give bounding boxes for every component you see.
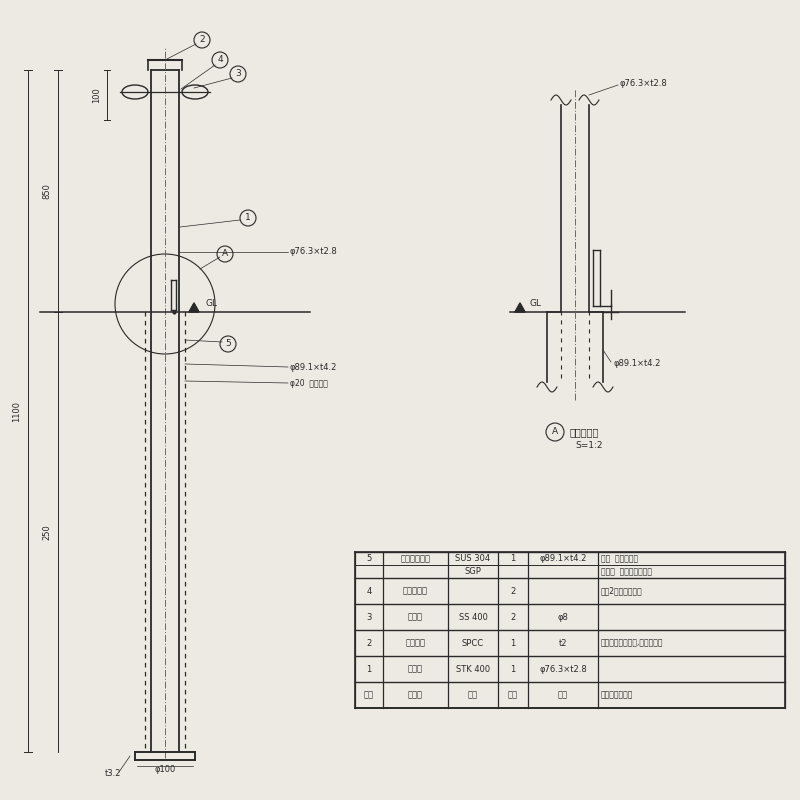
Text: 1: 1 <box>510 638 516 647</box>
Text: φ76.3×t2.8: φ76.3×t2.8 <box>290 247 338 257</box>
Text: SPCC: SPCC <box>462 638 484 647</box>
Polygon shape <box>189 303 199 312</box>
Text: φ100: φ100 <box>154 766 176 774</box>
Text: 備　　考: 備 考 <box>601 690 634 699</box>
Text: フタ  ステンレス: フタ ステンレス <box>601 554 638 563</box>
Text: 4: 4 <box>366 586 372 595</box>
Text: A: A <box>222 250 228 258</box>
Text: 住名シール: 住名シール <box>403 586 428 595</box>
Text: φ89.1×t4.2: φ89.1×t4.2 <box>539 554 586 563</box>
Text: SS 400: SS 400 <box>458 613 487 622</box>
Text: S=1:2: S=1:2 <box>575 441 602 450</box>
Text: 2: 2 <box>510 586 516 595</box>
Text: 1: 1 <box>510 554 516 563</box>
Text: 電気亜邉チック後,焼付け塗装: 電気亜邉チック後,焼付け塗装 <box>601 638 663 647</box>
Text: 850: 850 <box>42 183 51 199</box>
Text: GL: GL <box>205 298 217 307</box>
Text: 材質: 材質 <box>468 690 478 699</box>
Text: フタ付き筒管: フタ付き筒管 <box>401 554 430 563</box>
Text: 3: 3 <box>366 613 372 622</box>
Text: 表裏2箇所貼り付け: 表裏2箇所貼り付け <box>601 586 642 595</box>
Text: 2: 2 <box>199 35 205 45</box>
Text: 支　柱: 支 柱 <box>408 665 423 674</box>
Text: 1: 1 <box>366 665 372 674</box>
Text: 100: 100 <box>93 87 102 103</box>
Text: 3: 3 <box>235 70 241 78</box>
Text: 1100: 1100 <box>13 401 22 422</box>
Text: φ20  木栖８本: φ20 木栖８本 <box>290 379 328 389</box>
Text: 5: 5 <box>225 339 231 349</box>
Text: 5: 5 <box>366 554 372 563</box>
Text: GL: GL <box>529 298 541 307</box>
Text: 2: 2 <box>510 613 516 622</box>
Text: φ8: φ8 <box>558 613 569 622</box>
Text: SGP: SGP <box>465 567 482 576</box>
Text: 1: 1 <box>510 665 516 674</box>
Text: t3.2: t3.2 <box>105 770 122 778</box>
Text: 250: 250 <box>42 524 51 540</box>
Text: φ76.3×t2.8: φ76.3×t2.8 <box>620 78 668 87</box>
Text: キャップ: キャップ <box>406 638 426 647</box>
Text: 部　詳細図: 部 詳細図 <box>570 427 599 437</box>
Text: ケース  石製亜邉メッキ: ケース 石製亜邉メッキ <box>601 567 652 576</box>
Text: STK 400: STK 400 <box>456 665 490 674</box>
Text: A: A <box>552 427 558 437</box>
Text: φ89.1×t4.2: φ89.1×t4.2 <box>290 363 338 373</box>
Text: 2: 2 <box>366 638 372 647</box>
Text: 品　名: 品 名 <box>408 690 423 699</box>
Text: SUS 304: SUS 304 <box>455 554 490 563</box>
Text: φ89.1×t4.2: φ89.1×t4.2 <box>613 359 660 369</box>
Text: 1: 1 <box>245 214 251 222</box>
Polygon shape <box>515 303 525 312</box>
Text: φ76.3×t2.8: φ76.3×t2.8 <box>539 665 587 674</box>
Text: 個数: 個数 <box>508 690 518 699</box>
Text: フック: フック <box>408 613 423 622</box>
Text: 番号: 番号 <box>364 690 374 699</box>
Text: 規格: 規格 <box>558 690 568 699</box>
Text: t2: t2 <box>558 638 567 647</box>
Text: 4: 4 <box>217 55 223 65</box>
